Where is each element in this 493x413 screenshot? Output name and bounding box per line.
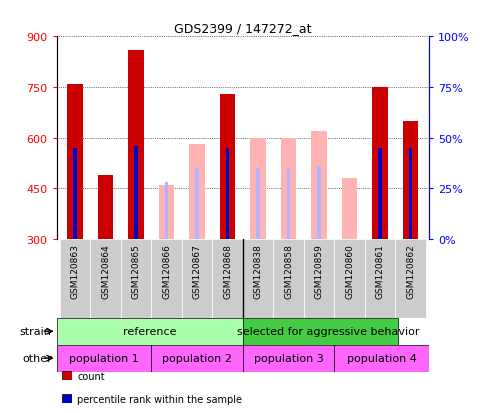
Bar — [226, 148, 229, 240]
FancyBboxPatch shape — [121, 240, 151, 318]
Text: GSM120864: GSM120864 — [101, 244, 110, 298]
FancyBboxPatch shape — [243, 240, 273, 318]
Bar — [73, 148, 77, 240]
Text: population 3: population 3 — [254, 353, 323, 363]
Bar — [373, 88, 387, 240]
Text: population 1: population 1 — [69, 353, 139, 363]
FancyBboxPatch shape — [57, 318, 243, 345]
FancyBboxPatch shape — [62, 371, 72, 380]
Bar — [195, 169, 199, 240]
FancyBboxPatch shape — [304, 240, 334, 318]
Bar — [98, 176, 113, 240]
Text: selected for aggressive behavior: selected for aggressive behavior — [237, 326, 420, 337]
Text: GSM120866: GSM120866 — [162, 244, 171, 298]
FancyBboxPatch shape — [334, 240, 365, 318]
Text: GSM120863: GSM120863 — [70, 244, 79, 298]
Bar — [281, 138, 296, 240]
Text: population 4: population 4 — [347, 353, 417, 363]
Title: GDS2399 / 147272_at: GDS2399 / 147272_at — [174, 21, 312, 35]
Text: strain: strain — [20, 326, 52, 337]
Text: GSM120858: GSM120858 — [284, 244, 293, 298]
Bar — [68, 84, 83, 240]
Bar — [403, 121, 418, 240]
FancyBboxPatch shape — [57, 345, 151, 372]
Text: GSM120861: GSM120861 — [376, 244, 385, 298]
Text: GSM120860: GSM120860 — [345, 244, 354, 298]
Text: other: other — [22, 353, 52, 363]
FancyBboxPatch shape — [365, 240, 395, 318]
Bar — [134, 147, 138, 240]
Bar — [409, 148, 413, 240]
FancyBboxPatch shape — [60, 240, 90, 318]
Bar — [165, 182, 169, 240]
Bar — [312, 132, 327, 240]
Bar — [159, 185, 174, 240]
Text: GSM120867: GSM120867 — [193, 244, 202, 298]
Text: GSM120865: GSM120865 — [132, 244, 141, 298]
Text: reference: reference — [123, 326, 176, 337]
Bar — [287, 169, 290, 240]
Bar — [378, 148, 382, 240]
FancyBboxPatch shape — [151, 345, 243, 372]
FancyBboxPatch shape — [90, 240, 121, 318]
FancyBboxPatch shape — [212, 240, 243, 318]
FancyBboxPatch shape — [151, 240, 182, 318]
FancyBboxPatch shape — [395, 240, 426, 318]
Text: GSM120838: GSM120838 — [253, 244, 263, 298]
FancyBboxPatch shape — [243, 318, 398, 345]
Text: count: count — [77, 371, 105, 381]
Bar — [128, 51, 143, 240]
Text: GSM120868: GSM120868 — [223, 244, 232, 298]
FancyBboxPatch shape — [334, 345, 429, 372]
Bar — [250, 138, 266, 240]
Bar — [220, 95, 235, 240]
Text: population 2: population 2 — [162, 353, 232, 363]
FancyBboxPatch shape — [62, 394, 72, 403]
Text: percentile rank within the sample: percentile rank within the sample — [77, 394, 243, 404]
FancyBboxPatch shape — [273, 240, 304, 318]
Bar — [342, 179, 357, 240]
FancyBboxPatch shape — [243, 345, 334, 372]
Bar — [189, 145, 205, 240]
Text: GSM120862: GSM120862 — [406, 244, 415, 298]
Bar — [317, 167, 321, 240]
Text: GSM120859: GSM120859 — [315, 244, 323, 298]
FancyBboxPatch shape — [182, 240, 212, 318]
Bar — [256, 169, 260, 240]
